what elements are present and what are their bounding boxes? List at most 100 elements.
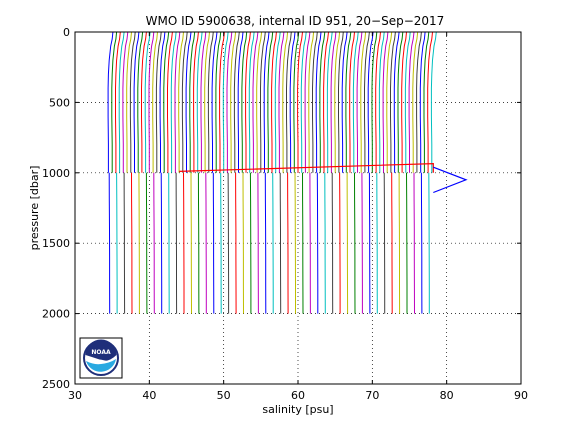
- deep-profile-line: [249, 172, 252, 314]
- shallow-profile-line: [304, 31, 311, 173]
- shallow-profile-line: [360, 31, 367, 173]
- x-axis-label: salinity [psu]: [262, 403, 333, 416]
- shallow-profile-line: [382, 31, 389, 173]
- deep-profile-line: [131, 172, 133, 314]
- deep-profile-line: [108, 172, 111, 314]
- deep-profile-line: [287, 172, 289, 314]
- shallow-profile-line: [334, 31, 341, 173]
- deep-profile-line: [294, 172, 296, 314]
- connector-line: [179, 162, 434, 173]
- shallow-profile-line: [193, 31, 199, 173]
- shallow-profile-line: [312, 31, 318, 173]
- y-tick-label: 2500: [42, 378, 70, 391]
- deep-profile-line: [339, 172, 341, 314]
- deep-profile-line: [175, 172, 178, 314]
- shallow-profile-line: [356, 31, 363, 173]
- profile-lines: [107, 31, 468, 314]
- deep-profile-line: [168, 172, 170, 314]
- shallow-profile-line: [341, 31, 348, 173]
- shallow-profile-line: [278, 31, 285, 173]
- shallow-profile-line: [397, 31, 404, 173]
- shallow-profile-line: [419, 31, 426, 173]
- shallow-profile-line: [338, 31, 344, 173]
- shallow-profile-line: [293, 31, 300, 173]
- deep-profile-line: [331, 172, 334, 314]
- deep-profile-line: [153, 172, 155, 314]
- shallow-profile-line: [163, 31, 170, 173]
- shallow-profile-line: [211, 31, 218, 173]
- deep-profile-line: [354, 172, 356, 314]
- deep-profile-line: [242, 172, 244, 314]
- deep-profile-line: [309, 172, 311, 314]
- shallow-profile-line: [170, 31, 177, 173]
- shallow-profile-line: [352, 31, 359, 173]
- shallow-profile-line: [141, 31, 147, 173]
- y-tick-label: 0: [63, 26, 70, 39]
- shallow-profile-line: [260, 31, 266, 173]
- shallow-profile-line: [412, 31, 419, 173]
- shallow-profile-line: [204, 31, 210, 173]
- shallow-profile-line: [274, 31, 281, 173]
- shallow-profile-line: [219, 31, 225, 173]
- noaa-logo-sea: [86, 359, 116, 372]
- deep-profile-line: [123, 172, 126, 314]
- shallow-profile-line: [159, 31, 166, 173]
- deep-profile-line: [279, 172, 282, 314]
- shallow-profile-line: [167, 31, 173, 173]
- shallow-profile-line: [248, 31, 255, 173]
- deep-profile-line: [398, 172, 401, 314]
- x-tick-label: 90: [514, 389, 528, 402]
- shallow-profile-line: [148, 31, 155, 173]
- shallow-profile-line: [118, 31, 125, 173]
- shallow-profile-line: [427, 31, 433, 173]
- deep-profile-line: [183, 172, 185, 314]
- shallow-profile-line: [107, 31, 114, 173]
- x-tick-label: 70: [365, 389, 379, 402]
- shallow-profile-line: [297, 31, 303, 173]
- noaa-logo-sky: [85, 339, 117, 361]
- shallow-profile-line: [185, 31, 192, 173]
- shallow-profile-line: [222, 31, 229, 173]
- deep-profile-line: [235, 172, 237, 314]
- shallow-profile-line: [345, 31, 352, 173]
- deep-profile-line: [272, 172, 274, 314]
- deep-profile-line: [361, 172, 363, 314]
- deep-profile-line: [116, 172, 118, 314]
- shallow-profile-line: [289, 31, 296, 173]
- shallow-profile-line: [323, 31, 329, 173]
- shallow-profile-line: [252, 31, 259, 173]
- shallow-profile-line: [386, 31, 393, 173]
- shallow-profile-line: [416, 31, 422, 173]
- deep-profile-line: [420, 172, 423, 314]
- shallow-profile-line: [189, 31, 196, 173]
- deep-profile-line: [413, 172, 415, 314]
- shallow-profile-line: [155, 31, 162, 173]
- shallow-profile-line: [326, 31, 333, 173]
- shallow-profile-line: [300, 31, 307, 173]
- shallow-profile-line: [152, 31, 158, 173]
- shallow-profile-line: [215, 31, 222, 173]
- y-axis-label: pressure [dbar]: [28, 166, 41, 251]
- shallow-profile-line: [230, 31, 237, 173]
- shallow-profile-line: [137, 31, 144, 173]
- x-tick-label: 80: [440, 389, 454, 402]
- shallow-profile-line: [256, 31, 263, 173]
- axis-ticks: 30 40 50 60 70 80 90 0 500 1000 1500 2000 2500: [42, 26, 528, 402]
- shallow-profile-line: [129, 31, 136, 173]
- shallow-profile-line: [330, 31, 337, 173]
- shallow-profile-line: [404, 31, 411, 173]
- noaa-logo-bird: [89, 359, 113, 364]
- deep-profile-line: [428, 172, 430, 314]
- shallow-profile-line: [364, 31, 370, 173]
- shallow-profile-line: [122, 31, 129, 173]
- x-tick-label: 50: [217, 389, 231, 402]
- shallow-profile-line: [367, 31, 374, 173]
- deep-profile-line: [406, 172, 408, 314]
- grid-lines: [75, 32, 521, 384]
- deep-profile-line: [324, 172, 326, 314]
- shallow-profile-line: [390, 31, 396, 173]
- shallow-profile-line: [423, 31, 430, 173]
- shallow-profile-line: [245, 31, 251, 173]
- deep-profile-line: [376, 172, 378, 314]
